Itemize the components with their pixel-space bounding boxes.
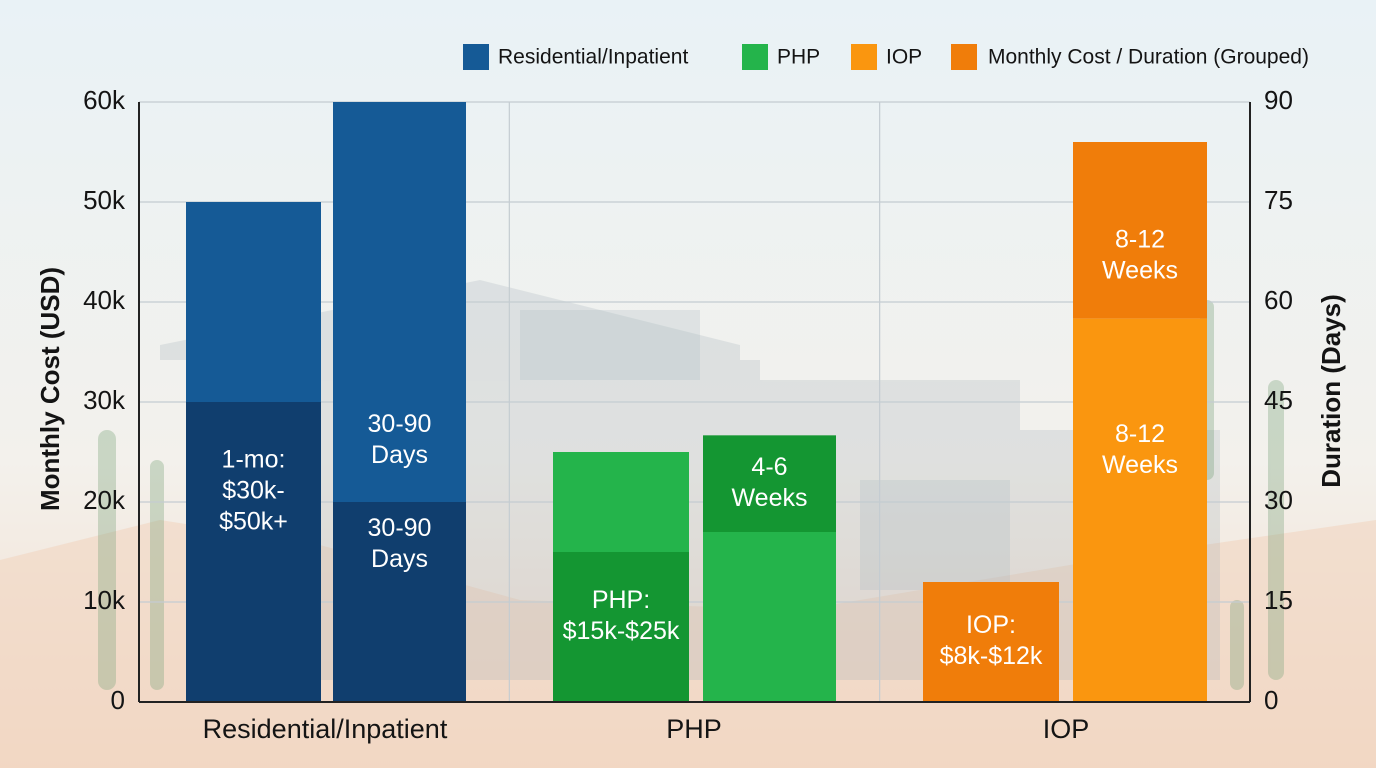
right-tick-label-6: 90 (1264, 85, 1293, 115)
left-tick-label-3: 30k (83, 385, 126, 415)
left-axis-ticks: 0 10k 20k 30k 40k 50k 60k (83, 85, 126, 715)
legend-label-3: Monthly Cost / Duration (Grouped) (988, 46, 1309, 69)
right-tick-label-5: 75 (1264, 185, 1293, 215)
duration-bar-upper-label-2-line-0: 8-12 (1115, 225, 1165, 253)
plot-area: 1-mo: $30k- $50k+ 30-90 Days 30-90 Days PHP: $15… (83, 85, 1293, 744)
cost-bar-upper-0 (186, 202, 321, 402)
duration-bar-upper-2 (1073, 142, 1207, 319)
category-labels: Residential/Inpatient PHP IOP (203, 714, 1090, 744)
left-tick-label-1: 10k (83, 585, 126, 615)
right-axis-ticks: 0 15 30 45 60 75 90 (1264, 85, 1293, 715)
duration-bar-lower-1 (703, 532, 836, 702)
legend-swatch-0 (463, 44, 489, 70)
category-label-1: PHP (666, 714, 722, 744)
right-tick-label-3: 45 (1264, 385, 1293, 415)
right-axis-label: Duration (Days) (1316, 294, 1346, 488)
axes-group (138, 102, 1251, 703)
right-tick-label-2: 30 (1264, 485, 1293, 515)
duration-bar-lower-label-2-line-0: 8-12 (1115, 420, 1165, 448)
duration-bar-upper-label-1-line-0: 4-6 (751, 453, 787, 481)
duration-bar-upper-label-0-line-1: Days (371, 441, 428, 469)
cost-bar-label-0-line-1: $30k- (222, 477, 285, 505)
left-axis-label: Monthly Cost (USD) (35, 267, 65, 511)
left-tick-label-2: 20k (83, 485, 126, 515)
left-tick-label-5: 50k (83, 185, 126, 215)
duration-bar-lower-label-0-line-0: 30-90 (368, 514, 432, 542)
duration-bar-lower-0 (333, 502, 466, 702)
cost-bar-lower-0 (186, 402, 321, 702)
bars-group (186, 102, 1207, 702)
cost-bar-lower-1 (553, 552, 689, 702)
cost-bar-label-0-line-0: 1-mo: (222, 446, 286, 474)
left-tick-label-4: 40k (83, 285, 126, 315)
cost-bar-upper-1 (553, 452, 689, 552)
category-label-0: Residential/Inpatient (203, 714, 448, 744)
cost-bar-label-0-line-2: $50k+ (219, 508, 288, 536)
cost-bar-label-1-line-1: $15k-$25k (563, 617, 680, 645)
duration-bar-upper-0 (333, 102, 466, 502)
duration-bar-upper-label-2-line-1: Weeks (1102, 256, 1178, 284)
legend-label-2: IOP (886, 46, 922, 69)
duration-bar-lower-label-2-line-1: Weeks (1102, 451, 1178, 479)
bar-labels-group: 1-mo: $30k- $50k+ 30-90 Days 30-90 Days PHP: $15… (219, 225, 1178, 670)
duration-bar-upper-label-1-line-1: Weeks (732, 484, 808, 512)
cost-bar-label-1-line-0: PHP: (592, 586, 650, 614)
duration-bar-lower-2 (1073, 318, 1207, 702)
legend-swatch-3 (951, 44, 977, 70)
legend-label-1: PHP (777, 46, 820, 69)
duration-bar-upper-label-0-line-0: 30-90 (368, 410, 432, 438)
cost-bar-label-2-line-1: $8k-$12k (940, 642, 1043, 670)
left-tick-label-0: 0 (111, 685, 125, 715)
legend: Residential/Inpatient PHP IOP Monthly Cost … (463, 44, 1309, 70)
right-tick-label-0: 0 (1264, 685, 1278, 715)
cost-bar-label-2-line-0: IOP: (966, 611, 1016, 639)
right-tick-label-4: 60 (1264, 285, 1293, 315)
category-label-2: IOP (1043, 714, 1090, 744)
legend-swatch-2 (851, 44, 877, 70)
legend-swatch-1 (742, 44, 768, 70)
legend-label-0: Residential/Inpatient (498, 46, 688, 69)
cost-bar-2 (923, 582, 1059, 702)
left-tick-label-6: 60k (83, 85, 126, 115)
duration-bar-upper-1 (703, 435, 836, 532)
right-tick-label-1: 15 (1264, 585, 1293, 615)
duration-bar-lower-label-0-line-1: Days (371, 545, 428, 573)
